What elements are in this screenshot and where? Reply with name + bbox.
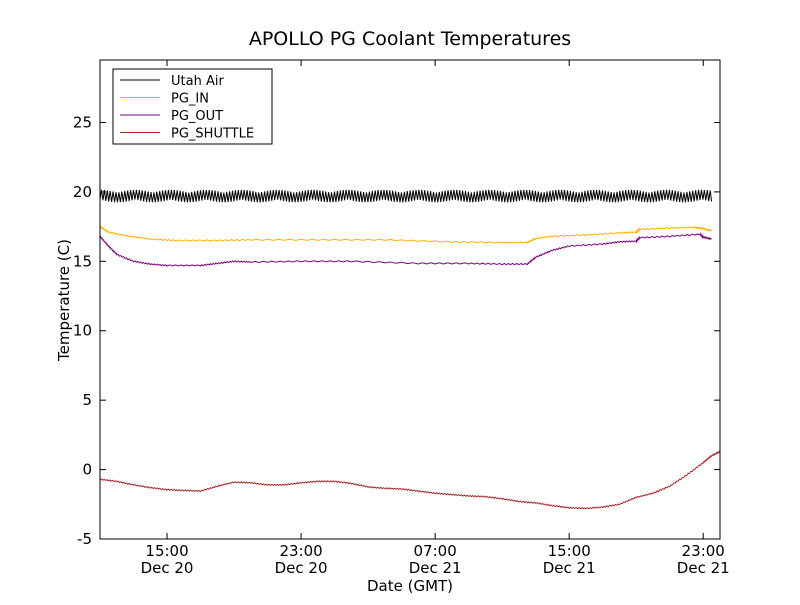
legend-label: PG_IN (171, 92, 209, 107)
x-axis-label: Date (GMT) (367, 577, 453, 595)
x-tick-time-label: 15:00 (548, 542, 591, 560)
series-line-3 (100, 450, 720, 510)
y-tick-label: 5 (82, 391, 92, 409)
y-tick-label: 15 (73, 252, 92, 270)
x-tick-time-label: 15:00 (145, 542, 188, 560)
y-tick-label: 25 (73, 113, 92, 131)
x-tick-time-label: 23:00 (279, 542, 322, 560)
x-tick-date-label: Dec 21 (543, 559, 596, 577)
x-tick-date-label: Dec 21 (409, 559, 462, 577)
legend-label: Utah Air (171, 74, 224, 89)
legend-label: PG_SHUTTLE (171, 127, 254, 142)
x-tick-date-label: Dec 20 (141, 559, 194, 577)
legend-label: PG_OUT (171, 109, 223, 124)
y-tick-label: 20 (73, 183, 92, 201)
legend-box (112, 68, 273, 145)
y-tick-label: 10 (73, 322, 92, 340)
x-tick-time-label: 23:00 (682, 542, 725, 560)
x-tick-time-label: 07:00 (414, 542, 457, 560)
y-tick-label: 0 (82, 461, 92, 479)
y-tick-label: -5 (77, 530, 92, 548)
series-line-2 (100, 232, 712, 267)
series-line-1 (100, 225, 712, 244)
x-tick-date-label: Dec 21 (677, 559, 730, 577)
plot-frame (99, 59, 721, 540)
legend: Utah Air PG_IN PG_OUT PG_SHUTTLE (112, 68, 273, 145)
x-tick-date-label: Dec 20 (275, 559, 328, 577)
y-axis-label: Temperature (C) (55, 239, 73, 362)
chart-title: APOLLO PG Coolant Temperatures (249, 28, 571, 50)
plot-lines (100, 189, 720, 510)
series-line-0 (100, 189, 713, 203)
